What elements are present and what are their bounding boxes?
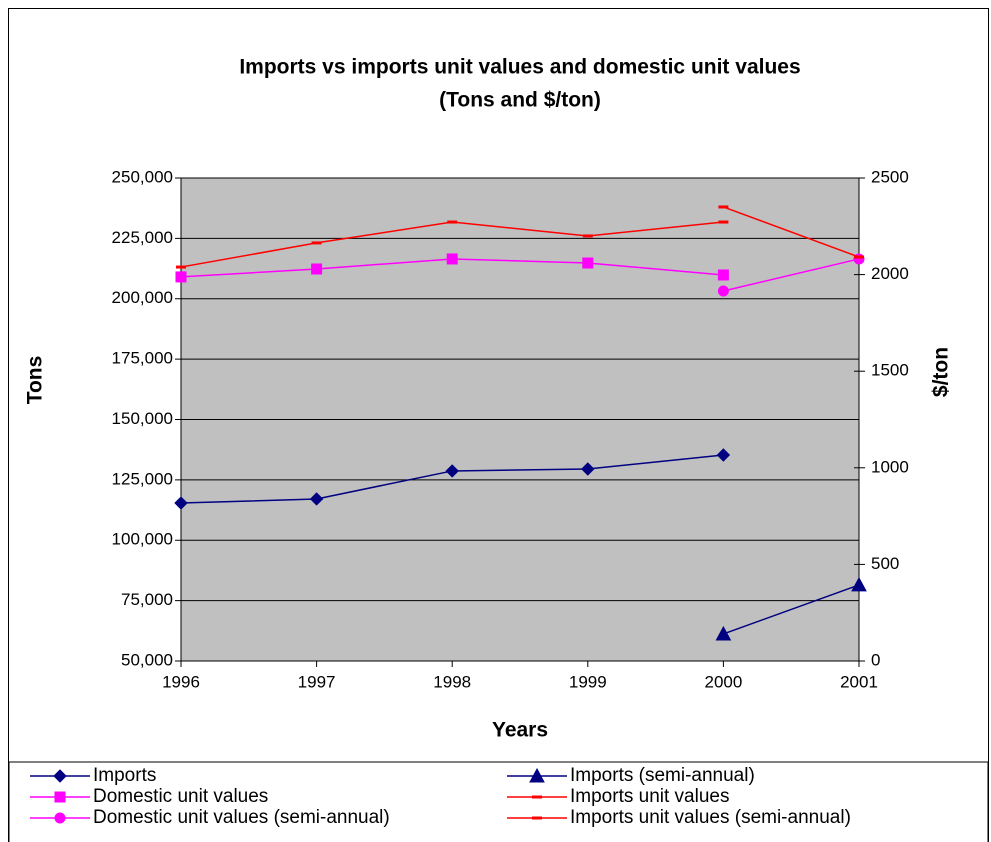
marker <box>54 812 66 824</box>
marker <box>718 205 729 209</box>
legend-label: Domestic unit values (semi-annual) <box>93 807 390 828</box>
marker <box>529 767 545 783</box>
x-axis-label: Years <box>492 719 548 742</box>
x-tick-label: 1997 <box>298 672 336 691</box>
x-tick-label: 1996 <box>162 672 200 691</box>
legend-label: Imports unit values (semi-annual) <box>570 807 851 828</box>
y2-axis-label: $/ton <box>930 347 953 397</box>
marker <box>854 255 864 259</box>
marker <box>445 464 459 478</box>
marker <box>176 265 186 269</box>
legend-label: Domestic unit values <box>93 786 268 807</box>
x-tick-label: 1999 <box>569 672 607 691</box>
marker <box>311 263 323 275</box>
marker <box>716 448 731 462</box>
marker <box>717 285 729 297</box>
marker <box>309 492 324 506</box>
marker <box>174 496 188 510</box>
y-tick-label: 175,000 <box>112 349 173 368</box>
x-tick-label: 1998 <box>433 672 471 691</box>
y-tick-label: 250,000 <box>112 167 173 186</box>
series-line <box>723 206 860 258</box>
legend-label: Imports (semi-annual) <box>570 765 755 786</box>
marker <box>582 257 594 269</box>
legend-label: Imports unit values <box>570 786 729 807</box>
marker <box>715 625 732 641</box>
marker <box>581 462 595 476</box>
x-tick-label: 2001 <box>840 672 878 691</box>
chart-title: Imports vs imports unit values and domes… <box>239 56 800 79</box>
y2-tick-label: 1000 <box>871 457 909 476</box>
marker <box>54 791 66 803</box>
y-tick-label: 125,000 <box>112 469 173 488</box>
marker <box>851 576 867 592</box>
chart-subtitle: (Tons and $/ton) <box>439 89 601 112</box>
marker <box>532 816 542 820</box>
marker <box>717 269 729 281</box>
y2-tick-label: 2000 <box>871 264 909 283</box>
y-tick-label: 50,000 <box>121 650 173 669</box>
y2-tick-label: 2500 <box>871 167 909 186</box>
series-line <box>723 584 860 635</box>
marker <box>53 769 67 783</box>
y-tick-label: 200,000 <box>112 288 173 307</box>
y-tick-label: 225,000 <box>112 228 173 247</box>
marker <box>446 253 458 265</box>
y2-tick-label: 1500 <box>871 361 909 380</box>
y-tick-label: 100,000 <box>112 530 173 549</box>
marker <box>582 234 593 238</box>
y2-tick-label: 0 <box>871 650 880 669</box>
y-tick-label: 150,000 <box>112 409 173 428</box>
y-axis-label: Tons <box>24 356 47 405</box>
marker <box>447 220 458 224</box>
marker <box>311 241 322 245</box>
series-line <box>723 258 860 292</box>
marker <box>718 220 729 224</box>
marker <box>175 271 187 283</box>
marker <box>532 795 542 799</box>
legend-label: Imports <box>93 765 156 786</box>
legend-box <box>8 761 989 842</box>
y-tick-label: 75,000 <box>121 590 173 609</box>
x-tick-label: 2000 <box>704 672 742 691</box>
y2-tick-label: 500 <box>871 554 899 573</box>
